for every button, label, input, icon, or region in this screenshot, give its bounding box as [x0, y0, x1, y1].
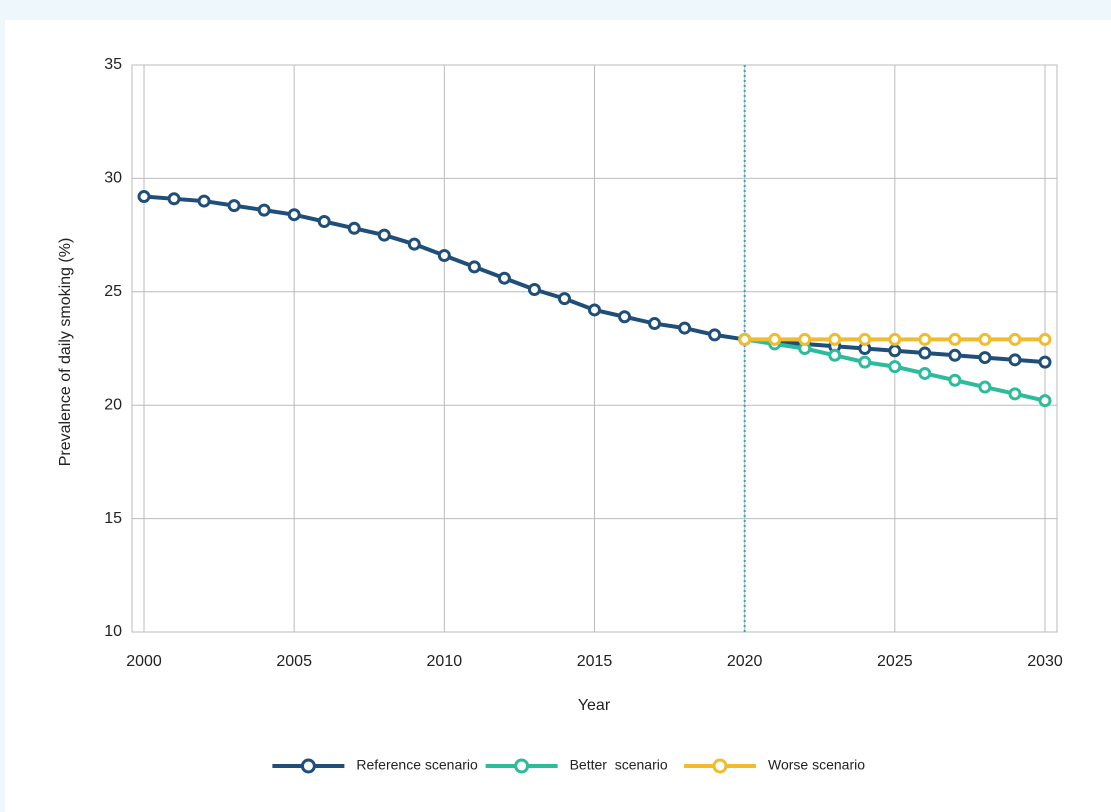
data-point [287, 208, 301, 222]
x-tick-label: 2020 [727, 653, 763, 670]
x-tick-label: 2010 [427, 653, 463, 670]
data-point [588, 303, 601, 317]
y-tick-label: 15 [104, 510, 122, 527]
x-tick-label: 2005 [276, 653, 312, 670]
data-point [407, 237, 421, 251]
chart-background [5, 20, 1111, 812]
data-point [918, 346, 932, 360]
y-tick-label: 30 [104, 170, 122, 187]
data-point [978, 332, 992, 346]
x-tick-label: 2000 [126, 653, 162, 670]
data-point [197, 194, 211, 208]
legend-marker [300, 758, 316, 774]
data-point [858, 332, 872, 346]
data-point [347, 221, 361, 235]
y-tick-label: 20 [104, 396, 122, 413]
data-point [798, 332, 812, 346]
data-point [948, 348, 962, 362]
x-tick-label: 2025 [877, 653, 913, 670]
x-tick-label: 2015 [577, 653, 613, 670]
y-tick-label: 10 [104, 623, 122, 640]
y-tick-label: 35 [104, 56, 122, 73]
data-point [1038, 394, 1052, 408]
data-point [828, 348, 842, 362]
data-point [948, 332, 962, 346]
x-axis-label: Year [578, 697, 611, 714]
data-point [858, 355, 872, 369]
data-point [918, 332, 932, 346]
data-point [317, 214, 331, 228]
data-point [1038, 332, 1052, 346]
y-axis-label: Prevalence of daily smoking (%) [57, 238, 74, 467]
data-point [888, 332, 902, 346]
y-tick-label: 25 [104, 283, 122, 300]
data-point [618, 310, 632, 324]
data-point [167, 192, 181, 206]
data-point [708, 328, 722, 342]
data-point [768, 332, 782, 346]
data-point [1008, 353, 1022, 367]
data-point [648, 317, 662, 331]
data-point [888, 360, 902, 374]
x-tick-label: 2030 [1027, 653, 1063, 670]
data-point [828, 332, 842, 346]
data-point [557, 292, 571, 306]
data-point [918, 366, 932, 380]
data-point [437, 249, 451, 263]
data-point [227, 199, 241, 213]
data-point [467, 260, 481, 274]
legend-marker [712, 758, 728, 774]
data-point [978, 351, 992, 365]
data-point [1038, 355, 1052, 369]
data-point [978, 380, 992, 394]
data-point [888, 344, 902, 358]
data-point [1008, 332, 1022, 346]
data-point [527, 283, 541, 297]
data-point [1008, 387, 1022, 401]
data-point [137, 190, 151, 204]
legend-label: Worse scenario [768, 757, 865, 773]
data-point [948, 373, 962, 387]
legend-marker [514, 758, 530, 774]
data-point [678, 321, 692, 335]
data-point [377, 228, 391, 242]
legend-label: Better scenario [570, 757, 668, 773]
legend-label: Reference scenario [356, 757, 478, 773]
data-point [257, 203, 271, 217]
data-point [497, 271, 511, 285]
data-point [738, 332, 752, 346]
